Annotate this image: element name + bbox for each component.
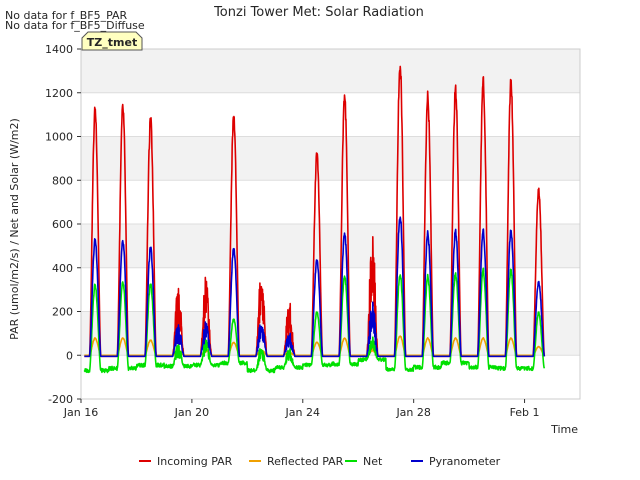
- grid-band: [81, 224, 580, 268]
- y-tick-label: 200: [52, 306, 73, 319]
- no-data-note-1: No data for f_BF5_PAR: [5, 9, 128, 22]
- grid-band: [81, 136, 580, 181]
- series-line-ref: [83, 335, 545, 357]
- legend-label-ref: Reflected PAR: [267, 455, 344, 468]
- y-tick-label: -200: [48, 393, 73, 406]
- legend-label-pyr: Pyranometer: [429, 455, 501, 468]
- x-tick-label: Jan 16: [63, 406, 98, 419]
- grid-band: [81, 49, 580, 93]
- x-tick-label: Jan 28: [395, 406, 430, 419]
- series-line-pyr: [83, 216, 546, 358]
- x-tick-label: Jan 24: [285, 406, 320, 419]
- y-tick-label: 400: [52, 262, 73, 275]
- no-data-note-2: No data for f_BF5_Diffuse: [5, 19, 145, 32]
- station-badge-label: TZ_tmet: [87, 36, 137, 49]
- series-line-net: [83, 267, 546, 374]
- y-tick-label: 1000: [45, 131, 73, 144]
- y-tick-label: 800: [52, 174, 73, 187]
- x-axis-label: Time: [550, 423, 578, 436]
- x-tick-label: Jan 20: [174, 406, 209, 419]
- x-tick-label: Feb 1: [510, 406, 540, 419]
- y-tick-label: 0: [66, 349, 73, 362]
- y-tick-label: 600: [52, 218, 73, 231]
- chart-title: Tonzi Tower Met: Solar Radiation: [213, 5, 424, 20]
- y-axis-label: PAR (umol/m2/s) / Net and Solar (W/m2): [8, 118, 21, 340]
- y-tick-label: 1200: [45, 87, 73, 100]
- grid-band: [81, 311, 580, 356]
- station-badge: TZ_tmet: [81, 31, 143, 51]
- y-tick-label: 1400: [45, 43, 73, 56]
- legend-label-par: Incoming PAR: [157, 455, 233, 468]
- legend-label-net: Net: [363, 455, 383, 468]
